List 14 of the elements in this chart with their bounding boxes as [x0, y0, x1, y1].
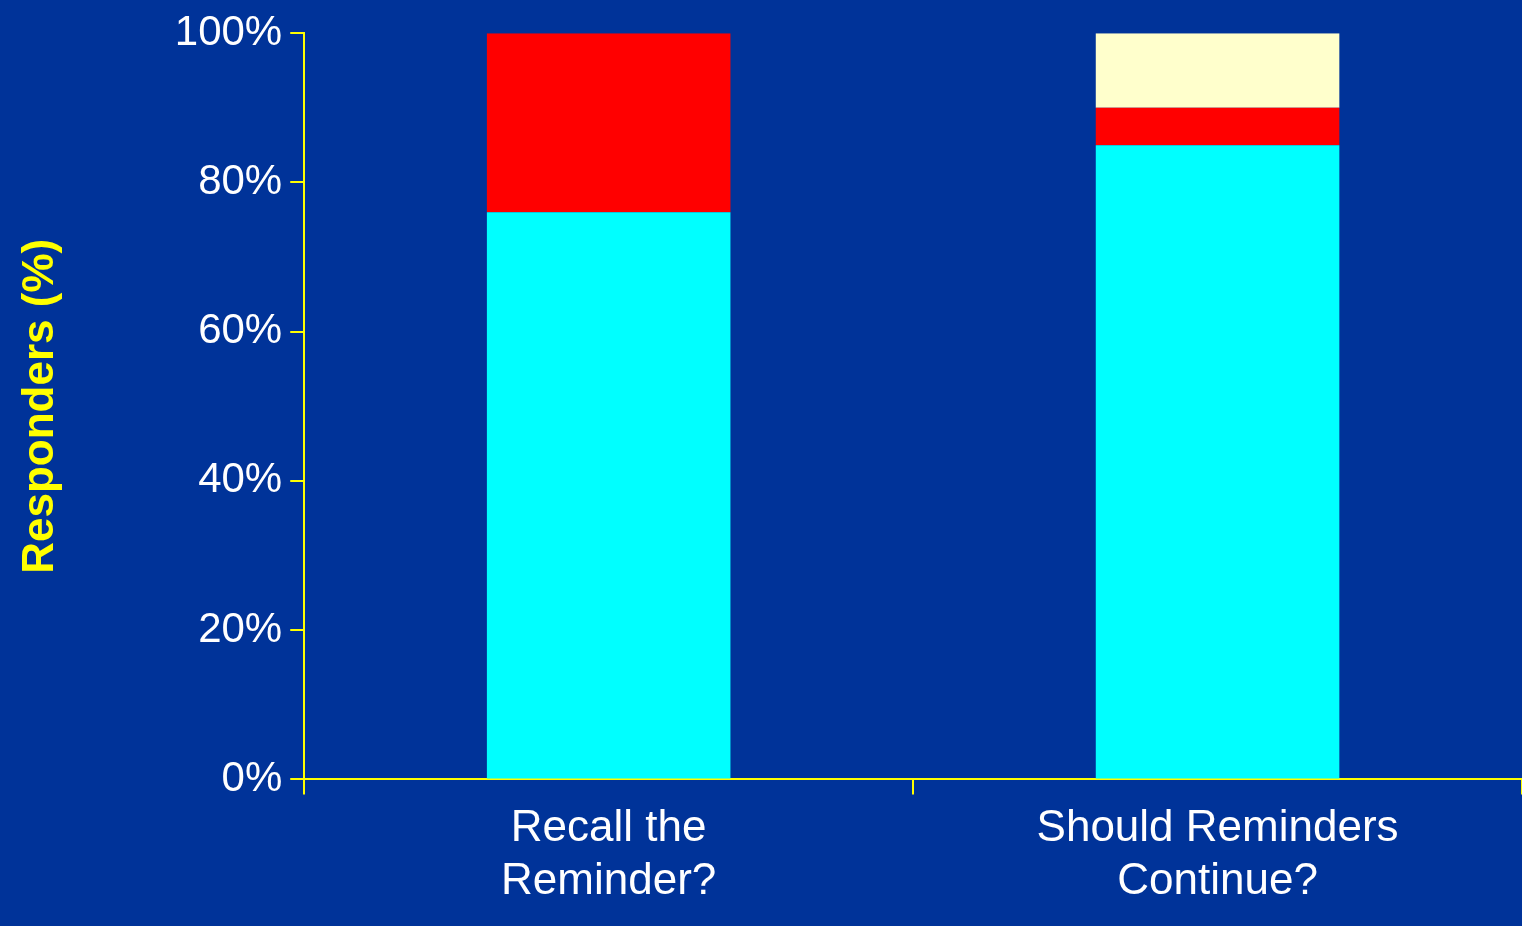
bar: [1095, 33, 1340, 108]
bar: [486, 33, 731, 213]
bar: [1095, 107, 1340, 146]
y-tick-label: 80%: [198, 156, 283, 204]
x-tick-label: Recall the Reminder?: [501, 800, 717, 903]
y-tick-label: 0%: [221, 752, 283, 800]
y-axis-title: Responders (%): [12, 238, 62, 574]
y-tick-label: 60%: [198, 305, 283, 353]
y-tick-label: 100%: [174, 6, 283, 54]
bar: [1095, 145, 1340, 779]
y-tick-label: 20%: [198, 603, 283, 651]
x-tick-label: Should Reminders Continue?: [1036, 800, 1399, 903]
bar: [486, 212, 731, 779]
y-tick-label: 40%: [198, 454, 283, 502]
